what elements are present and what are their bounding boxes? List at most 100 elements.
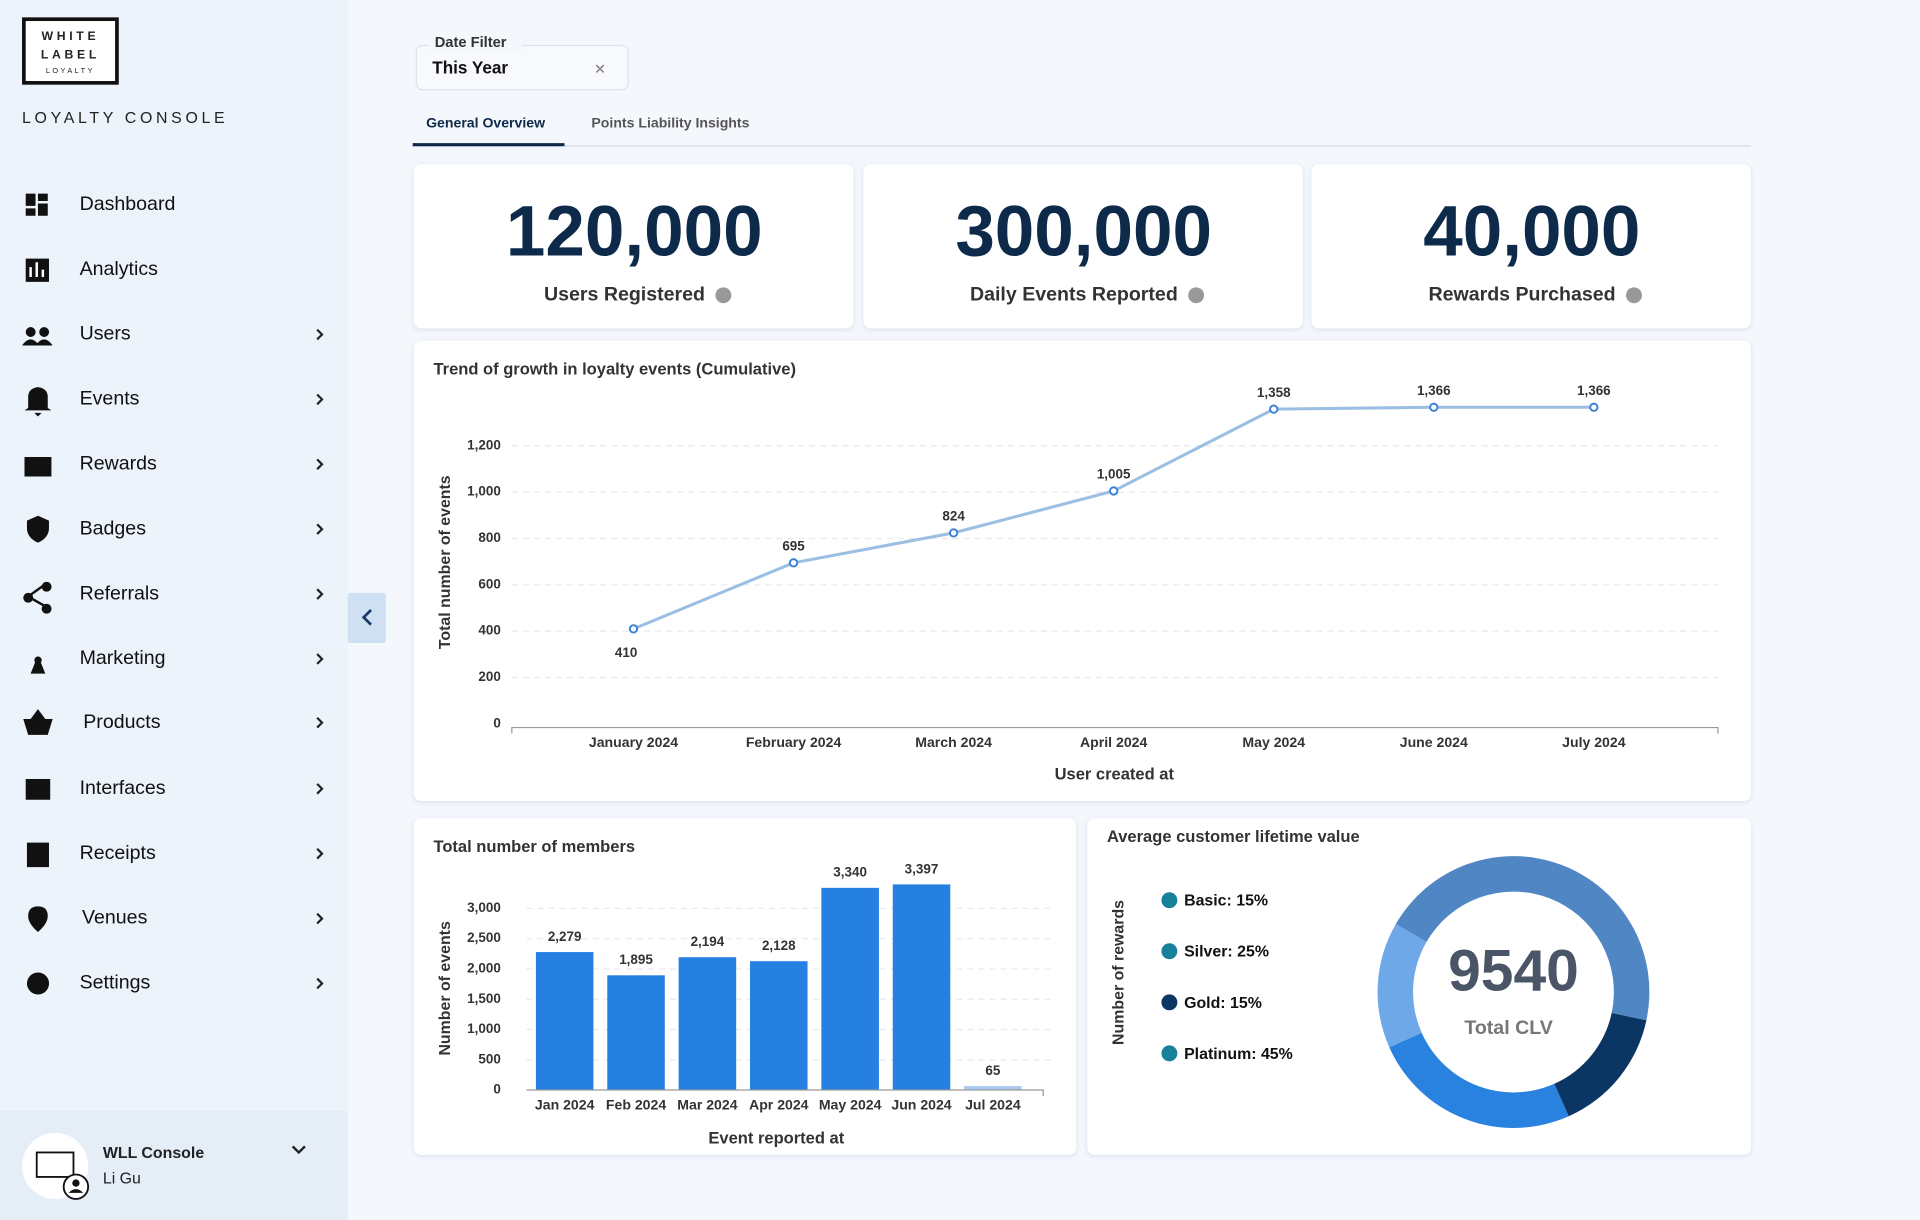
x-tick-label: Feb 2024 xyxy=(606,1097,666,1113)
menu-icon xyxy=(28,906,48,933)
console-title: LOYALTY CONSOLE xyxy=(22,110,228,127)
kpi-value: 120,000 xyxy=(506,192,763,271)
y-tick-label: 2,000 xyxy=(467,961,501,976)
y-tick-label: 3,000 xyxy=(467,900,501,915)
x-axis xyxy=(526,1089,1044,1097)
collapse-button[interactable] xyxy=(347,592,386,644)
line-point xyxy=(1109,486,1119,496)
clear-filter[interactable] xyxy=(595,64,605,74)
bar xyxy=(607,975,665,1090)
data-label: 3,340 xyxy=(833,865,867,880)
menu-icon xyxy=(27,972,50,995)
sidebar xyxy=(0,0,348,1220)
logo-text: LOYALTY xyxy=(46,66,95,75)
donut-slice xyxy=(1377,924,1427,1048)
chart-title: Trend of growth in loyalty events (Cumul… xyxy=(433,359,795,378)
menu-chevron xyxy=(316,912,324,925)
chart-card xyxy=(413,340,1752,802)
line-point xyxy=(788,558,799,568)
menu-item[interactable]: Events xyxy=(80,388,140,410)
date-filter[interactable] xyxy=(415,44,629,91)
menu-chevron xyxy=(316,847,324,860)
menu-chevron xyxy=(316,328,324,341)
donut-slice xyxy=(1395,856,1650,1021)
y-axis-label: Number of events xyxy=(437,921,454,1056)
menu-icon xyxy=(26,515,49,543)
legend-swatch xyxy=(1161,892,1178,909)
data-label: 2,279 xyxy=(548,929,582,944)
logo xyxy=(22,17,119,85)
y-tick-label: 2,500 xyxy=(467,930,501,945)
legend-swatch xyxy=(1161,943,1178,960)
y-tick-label: 1,000 xyxy=(467,1021,501,1036)
kpi-card xyxy=(413,164,854,329)
kpi-label: Rewards Purchased xyxy=(1428,283,1615,305)
menu-item[interactable]: Users xyxy=(80,323,131,345)
data-label: 410 xyxy=(615,645,637,660)
x-tick-label: June 2024 xyxy=(1400,734,1468,750)
x-tick-label: May 2024 xyxy=(1242,734,1305,750)
legend-label: Silver: 25% xyxy=(1184,944,1269,961)
bar xyxy=(892,884,951,1090)
line-point xyxy=(1429,402,1439,412)
user-role: Li Gu xyxy=(103,1171,141,1188)
data-label: 1,366 xyxy=(1417,383,1451,398)
menu-item[interactable]: Dashboard xyxy=(80,193,176,215)
menu-item[interactable]: Venues xyxy=(82,907,148,929)
info-icon xyxy=(1188,287,1205,304)
menu-item[interactable]: Badges xyxy=(80,517,147,539)
info-icon xyxy=(1626,287,1642,304)
x-tick-label: Jan 2024 xyxy=(535,1097,595,1113)
menu-item[interactable]: Analytics xyxy=(80,258,159,280)
x-tick-label: July 2024 xyxy=(1562,734,1626,750)
menu-item[interactable]: Rewards xyxy=(80,452,157,474)
menu-item[interactable]: Receipts xyxy=(80,842,156,864)
logo-text: WHITE xyxy=(42,29,100,43)
x-tick-label: January 2024 xyxy=(589,734,678,750)
menu-item[interactable]: Referrals xyxy=(80,582,160,604)
menu-icon xyxy=(23,709,53,735)
data-label: 824 xyxy=(942,509,965,524)
donut-slice xyxy=(1554,1012,1647,1117)
menu-item[interactable]: Marketing xyxy=(80,647,166,669)
user-menu-toggle[interactable] xyxy=(291,1145,306,1155)
line-point xyxy=(1589,402,1599,412)
donut-center-value: 9540 xyxy=(1448,938,1579,1003)
legend-label: Basic: 15% xyxy=(1184,893,1268,910)
chart-card xyxy=(1087,818,1752,1155)
x-tick-label: Apr 2024 xyxy=(749,1097,809,1113)
tab[interactable]: General Overview xyxy=(426,115,545,131)
kpi-label: Users Registered xyxy=(544,283,705,305)
menu-item[interactable]: Products xyxy=(83,711,160,733)
menu-item[interactable]: Settings xyxy=(80,972,151,994)
menu-icon-detail xyxy=(27,583,47,608)
x-axis-label: User created at xyxy=(1055,765,1175,784)
user-name: WLL Console xyxy=(103,1145,204,1162)
line-point xyxy=(948,528,959,538)
avatar-badge xyxy=(72,1179,80,1187)
data-label: 3,397 xyxy=(905,861,939,876)
data-label: 1,358 xyxy=(1257,385,1291,400)
legend-swatch xyxy=(1161,994,1178,1011)
menu-icon xyxy=(24,456,52,477)
data-label: 65 xyxy=(985,1063,1000,1078)
x-tick-label: March 2024 xyxy=(915,734,992,750)
kpi-card xyxy=(1311,164,1752,329)
menu-chevron xyxy=(316,393,324,406)
info-icon xyxy=(715,287,732,304)
legend-label: Platinum: 45% xyxy=(1184,1046,1293,1063)
avatar-badge xyxy=(68,1189,84,1193)
menu-icon xyxy=(25,193,48,216)
y-tick-label: 0 xyxy=(493,1082,500,1097)
kpi-card xyxy=(863,164,1303,329)
date-filter-value: This Year xyxy=(432,57,508,77)
menu-icon xyxy=(26,842,49,868)
legend-label: Gold: 15% xyxy=(1184,995,1262,1012)
y-tick-label: 600 xyxy=(478,576,500,591)
bar xyxy=(821,887,879,1090)
menu-item[interactable]: Interfaces xyxy=(80,777,166,799)
menu-chevron xyxy=(316,588,324,600)
tab[interactable]: Points Liability Insights xyxy=(591,115,749,131)
menu-icon xyxy=(24,387,52,417)
